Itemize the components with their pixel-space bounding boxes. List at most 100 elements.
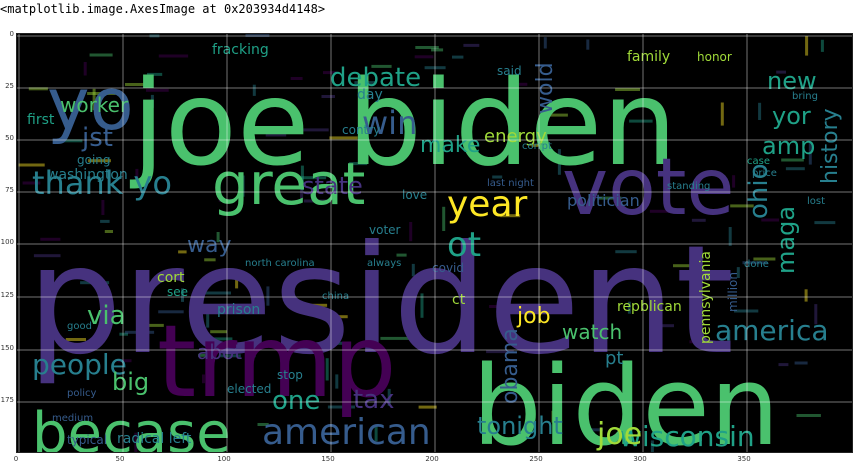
word-family: family <box>627 49 670 65</box>
word-china: china <box>322 291 349 302</box>
word-joe: joe <box>596 417 642 452</box>
filler-word-mark <box>147 72 163 76</box>
word-pt: pt <box>605 348 623 369</box>
filler-word-mark <box>761 218 779 222</box>
word-contry: contry <box>342 123 380 137</box>
word-worker: worker <box>60 93 129 117</box>
word-joe-biden: joe biden <box>129 54 677 192</box>
output-caption: <matplotlib.image.AxesImage at 0x203934d… <box>0 2 326 16</box>
filler-word-mark <box>557 149 561 175</box>
word-policy: policy <box>67 388 97 399</box>
filler-word-mark <box>730 204 754 208</box>
filler-word-mark <box>321 95 335 98</box>
word-tonight: tonight <box>477 412 563 440</box>
y-tick-label: 100 <box>0 238 14 246</box>
word-new: new <box>767 67 817 95</box>
filler-word-mark <box>371 64 392 68</box>
word-wold: wold <box>533 62 558 114</box>
word-done: done <box>744 259 769 270</box>
x-tick-label: 200 <box>425 455 439 463</box>
word-make: make <box>420 133 480 158</box>
word-politician: politician <box>567 191 640 210</box>
word-watch: watch <box>562 320 622 344</box>
filler-word-mark <box>587 428 603 432</box>
filler-word-mark <box>158 54 189 58</box>
filler-word-mark <box>753 257 776 261</box>
filler-word-mark <box>805 36 809 56</box>
filler-word-mark <box>452 55 464 59</box>
word-corrpt: corrpt <box>522 141 552 152</box>
y-tick-label: 75 <box>5 186 14 194</box>
filler-word-mark <box>323 71 337 75</box>
filler-word-mark <box>87 92 116 95</box>
filler-word-mark <box>586 39 590 50</box>
filler-word-mark <box>820 39 824 52</box>
y-tick-label: 175 <box>0 396 14 404</box>
word-vote: vote <box>562 143 734 233</box>
filler-word-mark <box>178 250 187 254</box>
filler-word-mark <box>83 62 87 76</box>
word-amp: amp <box>762 132 815 160</box>
y-tick-label: 25 <box>5 82 14 90</box>
word-last-night: last night <box>487 178 534 189</box>
filler-word-mark <box>776 70 786 74</box>
word-yor: yor <box>772 102 811 130</box>
word-yo: yo <box>47 62 134 146</box>
filler-word-mark <box>734 309 759 313</box>
y-tick-label: 150 <box>0 344 14 352</box>
filler-word-mark <box>265 133 287 137</box>
filler-word-mark <box>146 88 169 92</box>
filler-word-mark <box>615 88 640 91</box>
filler-word-mark <box>18 163 45 167</box>
filler-word-mark <box>80 281 110 285</box>
filler-word-mark <box>327 405 355 409</box>
word-tax: tax <box>353 385 395 415</box>
filler-word-mark <box>489 305 500 308</box>
filler-word-mark <box>62 139 83 143</box>
filler-word-mark <box>266 286 270 306</box>
filler-word-mark <box>442 206 446 231</box>
filler-word-mark <box>736 267 740 278</box>
word-job: job <box>516 304 551 329</box>
filler-word-mark <box>673 264 699 268</box>
filler-word-mark <box>300 177 304 203</box>
word-people: people <box>32 348 127 381</box>
filler-word-mark <box>252 84 256 96</box>
filler-word-mark <box>100 219 110 223</box>
filler-word-mark <box>778 363 789 367</box>
word-maga: maga <box>772 206 800 274</box>
filler-word-mark <box>204 337 233 341</box>
filler-word-mark <box>804 289 808 302</box>
filler-word-mark <box>150 94 154 108</box>
filler-word-mark <box>104 230 113 233</box>
filler-word-mark <box>354 81 377 85</box>
filler-word-mark <box>219 354 241 358</box>
word-good: good <box>67 321 92 332</box>
y-tick-label: 50 <box>5 134 14 142</box>
x-tick-label: 250 <box>529 455 543 463</box>
filler-word-mark <box>531 143 542 147</box>
filler-word-mark <box>245 34 270 37</box>
word-washington: washington <box>47 167 128 183</box>
word-bring: bring <box>792 91 818 102</box>
filler-word-mark <box>486 350 514 354</box>
filler-word-mark <box>149 34 160 38</box>
y-tick-label: 0 <box>9 30 14 38</box>
filler-word-mark <box>415 46 439 49</box>
y-tick-label: 125 <box>0 291 14 299</box>
filler-word-mark <box>597 196 622 200</box>
filler-word-mark <box>325 358 329 381</box>
filler-word-mark <box>241 175 245 197</box>
filler-word-mark <box>544 113 568 117</box>
filler-word-mark <box>28 87 48 91</box>
filler-word-mark <box>418 405 437 409</box>
word-love: love <box>402 188 427 202</box>
filler-word-mark <box>409 222 413 242</box>
filler-word-mark <box>33 254 61 258</box>
filler-word-mark <box>691 218 706 222</box>
word-debate: debate <box>330 63 421 93</box>
word-win: win <box>362 104 417 142</box>
filler-word-mark <box>119 332 128 336</box>
filler-word-mark <box>808 142 812 165</box>
filler-word-mark <box>464 266 468 282</box>
